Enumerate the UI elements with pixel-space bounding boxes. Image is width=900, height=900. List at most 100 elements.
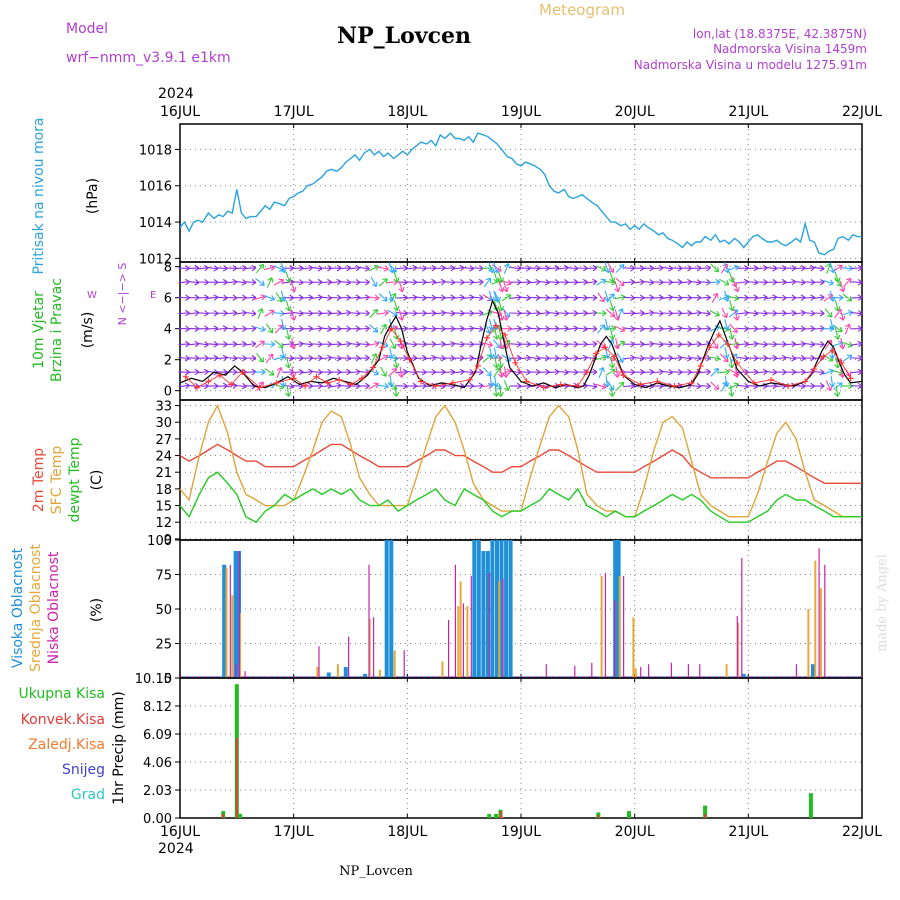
wind-arrow-shaft bbox=[424, 327, 436, 330]
wind-gust-marker bbox=[194, 384, 201, 391]
wind-arrow bbox=[844, 323, 852, 335]
legend-snow: Snijeg bbox=[62, 762, 105, 778]
wind-gust-marker bbox=[785, 383, 792, 390]
wind-gust-marker bbox=[379, 344, 386, 351]
wind-arrow-shaft bbox=[483, 367, 492, 377]
wind-arrow-head bbox=[728, 277, 735, 283]
wind-arrow-shaft bbox=[519, 327, 531, 331]
wind-arrow-shaft bbox=[206, 343, 219, 346]
temp2m-line bbox=[179, 443, 862, 484]
wind-arrow-head bbox=[544, 340, 550, 348]
wind-arrow-head bbox=[714, 310, 720, 317]
wind-arrow-shaft bbox=[633, 281, 645, 284]
wind-arrow-shaft bbox=[844, 323, 850, 335]
wind-arrow bbox=[595, 383, 607, 390]
wind-arrow-head bbox=[258, 357, 264, 363]
wind-arrow bbox=[746, 294, 759, 301]
wind-arrow-shaft bbox=[842, 293, 852, 302]
wind-arrow bbox=[453, 264, 465, 272]
wind-arrow-head bbox=[592, 382, 598, 390]
wind-arrow bbox=[719, 353, 729, 363]
wind-arrow bbox=[244, 310, 257, 317]
wind-gust-marker bbox=[474, 362, 481, 369]
wind-arrow bbox=[377, 265, 389, 272]
wind-arrow bbox=[851, 294, 863, 301]
low-cloud-bar bbox=[623, 575, 625, 678]
wind-arrow-shaft bbox=[377, 384, 389, 388]
wind-arrow-head bbox=[733, 382, 739, 389]
wind-arrow-shaft bbox=[510, 370, 522, 374]
wind-arrow-head bbox=[277, 324, 284, 330]
wind-arrow-shaft bbox=[472, 281, 484, 284]
wind-arrow-shaft bbox=[348, 312, 361, 315]
high-cloud-bar bbox=[343, 667, 348, 678]
wind-arrow bbox=[453, 294, 465, 301]
wind-arrow-shaft bbox=[851, 342, 863, 346]
wind-arrow-shaft bbox=[434, 357, 446, 360]
wind-gust-marker bbox=[593, 350, 600, 357]
wind-arrow bbox=[710, 368, 720, 377]
wind-arrow-shaft bbox=[499, 385, 502, 397]
wind-arrow bbox=[462, 309, 475, 317]
precip-frame bbox=[179, 677, 863, 819]
wind-arrow-head bbox=[599, 296, 605, 303]
low-cloud-bar bbox=[545, 664, 547, 678]
wind-arrow-shaft bbox=[264, 295, 275, 301]
wind-arrow bbox=[661, 354, 673, 362]
sfc-temp-ylabel: SFC Temp bbox=[49, 446, 65, 515]
wind-arrow-shaft bbox=[822, 279, 834, 285]
wind-arrow-shaft bbox=[528, 281, 541, 284]
wind-arrow-shaft bbox=[311, 371, 323, 374]
wind-arrow-shaft bbox=[280, 290, 285, 302]
wind-arrow bbox=[320, 354, 332, 362]
low-cloud-bar bbox=[448, 620, 450, 678]
wind-arrow bbox=[733, 366, 740, 378]
wind-arrow-head bbox=[382, 296, 388, 302]
wind-arrow bbox=[187, 354, 200, 362]
wind-arrow-shaft bbox=[498, 271, 503, 283]
wind-arrow bbox=[292, 368, 304, 376]
wind-arrow-head bbox=[827, 312, 833, 318]
wind-arrow-head bbox=[603, 382, 611, 388]
model-name: wrf−nmm_v3.9.1 e1km bbox=[66, 50, 231, 66]
wind-arrow bbox=[803, 279, 816, 286]
wind-arrow bbox=[339, 325, 351, 332]
wind-gust-marker bbox=[611, 353, 618, 360]
wind-arrow bbox=[178, 309, 190, 317]
wind-arrow bbox=[604, 262, 611, 274]
wind-arrow-shaft bbox=[547, 267, 560, 270]
wind-arrow-shaft bbox=[285, 271, 291, 283]
wind-arrow-head bbox=[393, 306, 400, 312]
wind-arrow-head bbox=[270, 340, 276, 348]
wind-arrow-head bbox=[364, 265, 370, 272]
wind-arrow bbox=[339, 264, 351, 272]
wind-arrow bbox=[614, 281, 621, 293]
wind-arrow-head bbox=[492, 353, 499, 359]
wind-arrow bbox=[728, 328, 735, 340]
wind-arrow bbox=[680, 264, 692, 272]
wind-arrow-shaft bbox=[519, 281, 531, 284]
high-cloud-bar bbox=[472, 540, 477, 678]
wind-arrow-shaft bbox=[519, 267, 531, 270]
wind-arrow-shaft bbox=[737, 357, 749, 360]
high-cloud-bar bbox=[363, 673, 368, 678]
high-cloud-bar bbox=[389, 540, 394, 678]
wind-arrow bbox=[727, 294, 740, 302]
mid-cloud-bar bbox=[466, 606, 469, 678]
wind-arrow-shaft bbox=[605, 347, 609, 359]
wind-arrow bbox=[311, 309, 323, 317]
wind-arrow bbox=[339, 368, 351, 376]
wind-arrow-shaft bbox=[794, 311, 806, 315]
low-cloud-bar bbox=[462, 603, 464, 678]
wind-arrow bbox=[263, 340, 276, 348]
wind-arrow-head bbox=[506, 279, 512, 286]
wind-arrow-shaft bbox=[187, 343, 200, 346]
wind-arrow-shaft bbox=[737, 327, 749, 330]
wind-arrow-shaft bbox=[434, 312, 446, 315]
wind-arrow-shaft bbox=[443, 385, 455, 387]
low-cloud-bar bbox=[238, 551, 240, 678]
wind-arrow-shaft bbox=[501, 354, 512, 362]
wind-arrow-shaft bbox=[607, 339, 614, 350]
wind-arrow bbox=[393, 271, 400, 283]
